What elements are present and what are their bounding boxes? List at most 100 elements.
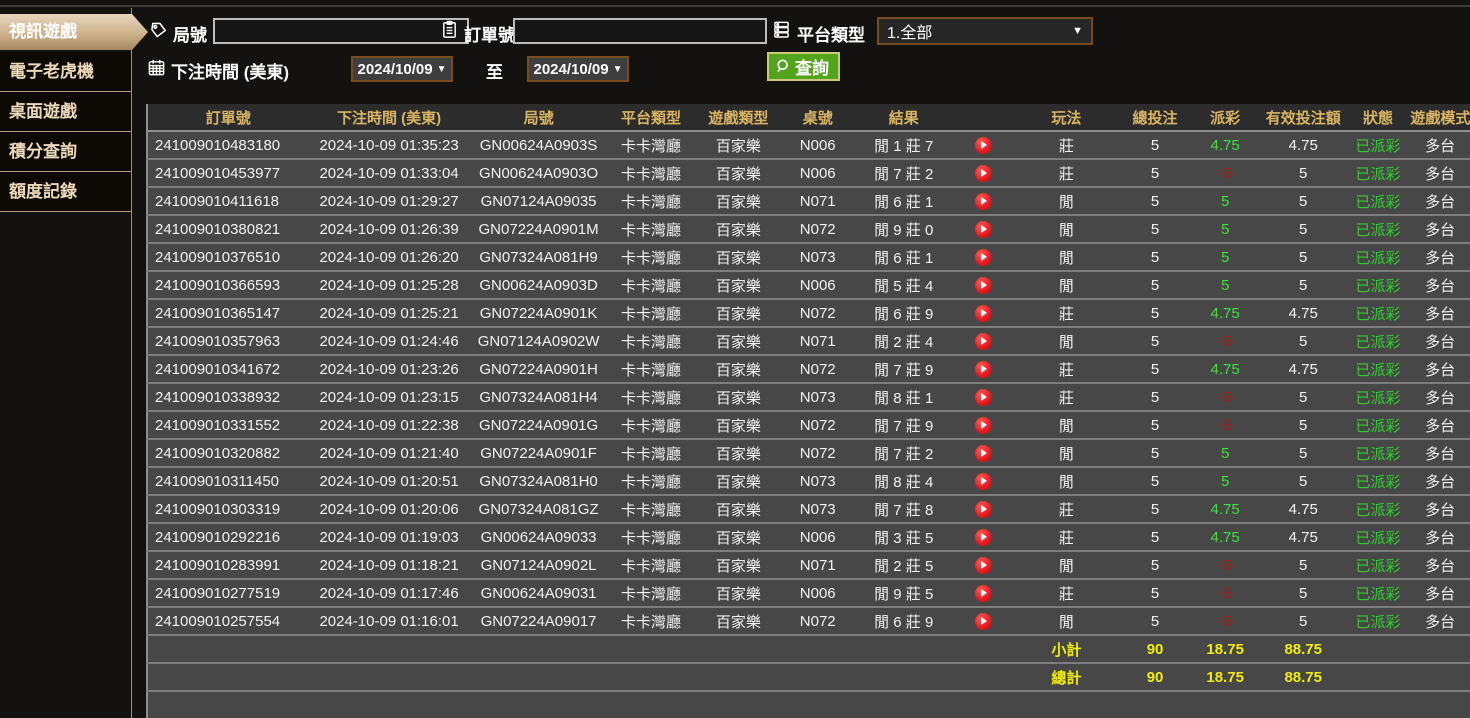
play-icon[interactable] [974,444,992,462]
result-cell: 閒 8 莊 1 [853,383,954,412]
total-bet-cell: 5 [1120,131,1190,160]
payout-cell: -5 [1189,327,1261,356]
game-type-cell: 百家樂 [694,327,782,356]
valid-bet-cell: 5 [1260,215,1346,244]
bet-type-cell: 莊 [1012,355,1121,384]
sidebar-item-points-query[interactable]: 積分查詢 [0,132,131,172]
table-row: 241009010311450 2024-10-09 01:20:51 GN07… [147,467,1470,496]
sidebar-item-slots[interactable]: 電子老虎機 [0,52,131,92]
order-no-cell: 241009010311450 [147,467,309,496]
table-row: 241009010338932 2024-10-09 01:23:15 GN07… [147,383,1470,412]
result-cell: 閒 5 莊 4 [853,271,954,300]
table-no-cell: N072 [781,439,854,468]
round-no-cell: GN07124A0902W [469,327,608,356]
grand-total-total-bet: 90 [1120,663,1190,692]
order-no-cell: 241009010341672 [147,355,309,384]
play-icon[interactable] [974,248,992,266]
col-bet-time: 下注時間 (美東) [308,104,470,132]
result-cell: 閒 8 莊 4 [853,467,954,496]
col-replay [953,104,1013,132]
sidebar-item-video-games[interactable]: 視訊遊戲 [0,14,148,50]
play-icon[interactable] [974,612,992,630]
round-no-cell: GN07224A0901K [469,299,608,328]
subtotal-label: 小計 [1012,635,1121,664]
status-cell: 已派彩 [1345,159,1411,188]
date-from-picker[interactable]: 2024/10/09 ▼ [351,56,453,82]
platform-cell: 卡卡灣廳 [607,439,695,468]
order-no-cell: 241009010292216 [147,523,309,552]
order-no-cell: 241009010331552 [147,411,309,440]
empty-row [147,691,1470,718]
table-row: 241009010277519 2024-10-09 01:17:46 GN00… [147,579,1470,608]
order-no-cell: 241009010357963 [147,327,309,356]
game-no-input[interactable] [213,18,469,44]
replay-cell [953,607,1013,636]
total-bet-cell: 5 [1120,355,1190,384]
payout-cell: 5 [1189,467,1261,496]
replay-cell [953,355,1013,384]
play-icon[interactable] [974,584,992,602]
round-no-cell: GN00624A0903D [469,271,608,300]
valid-bet-cell: 4.75 [1260,495,1346,524]
valid-bet-cell: 5 [1260,607,1346,636]
status-cell: 已派彩 [1345,551,1411,580]
play-icon[interactable] [974,304,992,322]
round-no-cell: GN07124A0902L [469,551,608,580]
play-icon[interactable] [974,528,992,546]
bet-time-cell: 2024-10-09 01:17:46 [308,579,470,608]
sidebar-item-credit-records[interactable]: 額度記錄 [0,172,131,212]
play-icon[interactable] [974,360,992,378]
bet-time-cell: 2024-10-09 01:24:46 [308,327,470,356]
play-icon[interactable] [974,276,992,294]
total-bet-cell: 5 [1120,383,1190,412]
game-mode-cell: 多台 [1410,467,1470,496]
table-row: 241009010320882 2024-10-09 01:21:40 GN07… [147,439,1470,468]
search-button[interactable]: 查詢 [767,52,840,81]
play-icon[interactable] [974,472,992,490]
grand-total-payout: 18.75 [1189,663,1261,692]
play-icon[interactable] [974,388,992,406]
result-cell: 閒 6 莊 9 [853,299,954,328]
play-icon[interactable] [974,220,992,238]
play-icon[interactable] [974,192,992,210]
platform-cell: 卡卡灣廳 [607,607,695,636]
play-icon[interactable] [974,556,992,574]
payout-cell: -5 [1189,579,1261,608]
result-cell: 閒 2 莊 4 [853,327,954,356]
status-cell: 已派彩 [1345,355,1411,384]
bet-type-cell: 莊 [1012,131,1121,160]
platform-cell: 卡卡灣廳 [607,579,695,608]
result-cell: 閒 7 莊 9 [853,411,954,440]
sidebar-item-table-games[interactable]: 桌面遊戲 [0,92,131,132]
table-row: 241009010380821 2024-10-09 01:26:39 GN07… [147,215,1470,244]
order-no-input[interactable] [513,18,767,44]
bet-type-cell: 莊 [1012,159,1121,188]
payout-cell: -5 [1189,411,1261,440]
play-icon[interactable] [974,164,992,182]
bet-time-cell: 2024-10-09 01:16:01 [308,607,470,636]
payout-cell: 4.75 [1189,523,1261,552]
valid-bet-cell: 5 [1260,271,1346,300]
table-row: 241009010365147 2024-10-09 01:25:21 GN07… [147,299,1470,328]
table-header-row: 訂單號 下注時間 (美東) 局號 平台類型 遊戲類型 桌號 結果 玩法 總投注 … [147,104,1470,132]
payout-cell: 4.75 [1189,495,1261,524]
date-to-picker[interactable]: 2024/10/09 ▼ [527,56,629,82]
platform-type-select[interactable]: 1.全部 ▼ [877,17,1093,45]
bet-time-cell: 2024-10-09 01:35:23 [308,131,470,160]
platform-cell: 卡卡灣廳 [607,383,695,412]
status-cell: 已派彩 [1345,411,1411,440]
table-row: 241009010257554 2024-10-09 01:16:01 GN07… [147,607,1470,636]
table-no-cell: N072 [781,355,854,384]
order-no-cell: 241009010283991 [147,551,309,580]
total-bet-cell: 5 [1120,187,1190,216]
play-icon[interactable] [974,416,992,434]
game-type-cell: 百家樂 [694,551,782,580]
game-no-label: 局號 [173,26,207,45]
play-icon[interactable] [974,332,992,350]
play-icon[interactable] [974,500,992,518]
bet-time-cell: 2024-10-09 01:25:28 [308,271,470,300]
col-game-mode: 遊戲模式 [1410,104,1470,132]
col-order-no: 訂單號 [147,104,309,132]
platform-cell: 卡卡灣廳 [607,467,695,496]
play-icon[interactable] [974,136,992,154]
